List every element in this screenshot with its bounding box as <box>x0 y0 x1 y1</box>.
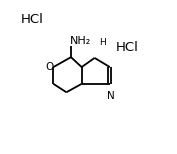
Text: H: H <box>100 38 106 47</box>
Text: O: O <box>45 62 54 72</box>
Text: HCl: HCl <box>116 41 139 54</box>
Text: HCl: HCl <box>21 13 44 26</box>
Text: N: N <box>107 91 115 101</box>
Text: NH₂: NH₂ <box>70 36 91 46</box>
